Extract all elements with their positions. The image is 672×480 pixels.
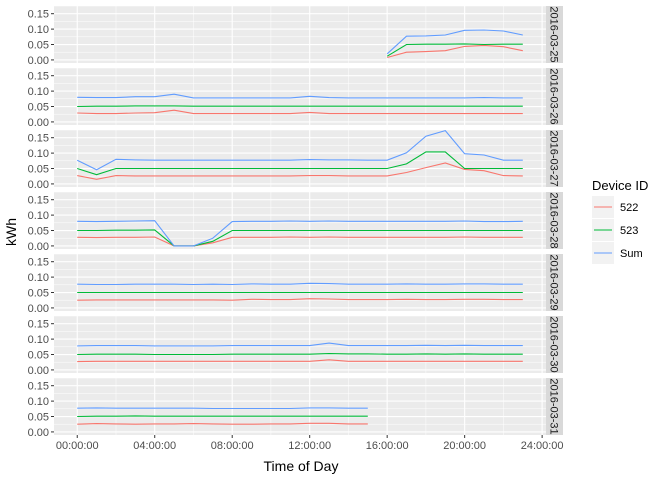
legend-item: Sum xyxy=(592,242,643,264)
facet-panel: 0.00 0.05 0.10 0.15 2016-03-26 xyxy=(28,67,563,129)
facet-strip xyxy=(546,192,563,249)
y-tick-label: 0.10 xyxy=(28,24,49,36)
facet-strip xyxy=(546,130,563,187)
facet-panel: 0.00 0.05 0.10 0.15 2016-03-30 xyxy=(28,315,563,377)
series-line-sum xyxy=(386,29,523,55)
series-line-sum xyxy=(77,220,523,247)
y-tick-label: 0.10 xyxy=(28,86,49,98)
panel-background xyxy=(54,130,546,187)
x-tick-label: 20:00:00 xyxy=(443,440,486,452)
y-tick-label: 0.10 xyxy=(28,396,49,408)
y-tick-label: 0.15 xyxy=(28,71,49,83)
panel-background xyxy=(54,254,546,311)
facet-panels: 0.000.050.100.15 2016-03-250.000.050.100.… xyxy=(28,5,563,439)
series-line-523 xyxy=(77,151,523,176)
y-tick-label: 0.00 xyxy=(28,117,49,129)
panel-background xyxy=(54,68,546,125)
x-tick-label: 00:00:00 xyxy=(56,440,99,452)
x-tick-label: 16:00:00 xyxy=(366,440,409,452)
x-axis-title: Time of Day xyxy=(264,458,339,474)
y-tick-label: 0.10 xyxy=(28,334,49,346)
facet-strip xyxy=(546,254,563,311)
y-tick-label: 0.05 xyxy=(28,412,49,424)
x-tick-label: 24:00:00 xyxy=(521,440,564,452)
facet-strip xyxy=(546,378,563,435)
y-tick-label: 0.05 xyxy=(28,164,49,176)
y-tick-label: 0.10 xyxy=(28,272,49,284)
series-line-523 xyxy=(77,353,523,356)
series-line-sum xyxy=(77,407,368,410)
y-tick-label: 0.00 xyxy=(28,55,49,67)
x-tick-label: 12:00:00 xyxy=(288,440,331,452)
facet-panel: 0.00 0.05 0.10 0.15 2016-03-28 xyxy=(28,191,563,253)
y-tick-label: 0.00 xyxy=(28,303,49,315)
facet-strip xyxy=(546,316,563,373)
y-tick-label: 0.15 xyxy=(28,195,49,207)
series-line-522 xyxy=(77,422,368,425)
y-tick-label: 0.00 xyxy=(28,427,49,439)
facet-strip xyxy=(546,68,563,125)
series-line-sum xyxy=(77,342,523,347)
panel-background xyxy=(54,192,546,249)
y-tick-label: 0.15 xyxy=(28,257,49,269)
y-tick-label: 0.05 xyxy=(28,350,49,362)
y-tick-label: 0.15 xyxy=(28,133,49,145)
facet-strip-label: 2016-03-27 xyxy=(548,130,560,186)
legend-item: 522 xyxy=(592,196,638,218)
series-line-522 xyxy=(77,162,523,180)
series-line-522 xyxy=(77,359,523,363)
y-tick-label: 0.05 xyxy=(28,102,49,114)
x-axis: 00:00:00 04:00:00 08:00:00 12:00:00 16:00:00… xyxy=(56,435,564,452)
series-line-sum xyxy=(76,129,523,171)
series-line-sum xyxy=(77,282,523,286)
panel-background xyxy=(54,378,546,435)
series-line-sum xyxy=(77,93,523,99)
facet-strip-label: 2016-03-31 xyxy=(548,378,560,434)
facet-panel: 0.00 0.05 0.10 0.15 2016-03-29 xyxy=(28,253,563,315)
panel-background xyxy=(54,316,546,373)
series-line-523 xyxy=(386,43,523,57)
facet-strip-label: 2016-03-29 xyxy=(548,254,560,310)
y-tick-label: 0.05 xyxy=(28,40,49,52)
facet-strip-label: 2016-03-30 xyxy=(548,316,560,372)
y-axis-title: kWh xyxy=(3,218,19,246)
legend-item: 523 xyxy=(592,219,638,241)
facet-strip-label: 2016-03-28 xyxy=(548,192,560,248)
facet-strip-label: 2016-03-26 xyxy=(548,68,560,124)
y-tick-label: 0.15 xyxy=(28,9,49,21)
facet-panel: 0.00 0.05 0.10 0.15 2016-03-25 xyxy=(28,5,563,67)
y-tick-label: 0.10 xyxy=(28,148,49,160)
series-line-522 xyxy=(77,236,523,247)
y-tick-label: 0.05 xyxy=(28,288,49,300)
legend-label: Sum xyxy=(620,248,643,260)
facet-panel: 0.00 0.05 0.10 0.15 2016-03-27 xyxy=(28,129,563,191)
series-line-522 xyxy=(77,109,523,115)
y-tick-label: 0.00 xyxy=(28,179,49,191)
y-tick-label: 0.15 xyxy=(28,319,49,331)
series-line-523 xyxy=(77,105,523,108)
y-tick-label: 0.10 xyxy=(28,210,49,222)
facet-strip-label: 2016-03-25 xyxy=(548,6,560,62)
y-tick-label: 0.00 xyxy=(28,365,49,377)
legend: Device ID 522 523 Sum xyxy=(592,178,648,264)
y-tick-label: 0.15 xyxy=(28,381,49,393)
series-line-523 xyxy=(77,415,368,418)
series-line-522 xyxy=(387,44,523,59)
panel-background xyxy=(54,6,546,63)
facet-panel: 0.00 0.05 0.10 0.15 2016-03-31 xyxy=(28,377,563,439)
legend-title: Device ID xyxy=(592,178,648,193)
y-tick-label: 0.00 xyxy=(28,241,49,253)
legend-label: 522 xyxy=(620,202,638,214)
x-tick-label: 08:00:00 xyxy=(211,440,254,452)
series-line-523 xyxy=(77,229,523,247)
x-tick-label: 04:00:00 xyxy=(133,440,176,452)
facet-strip xyxy=(546,6,563,63)
y-tick-label: 0.05 xyxy=(28,226,49,238)
legend-label: 523 xyxy=(620,225,638,237)
series-line-522 xyxy=(77,298,523,301)
